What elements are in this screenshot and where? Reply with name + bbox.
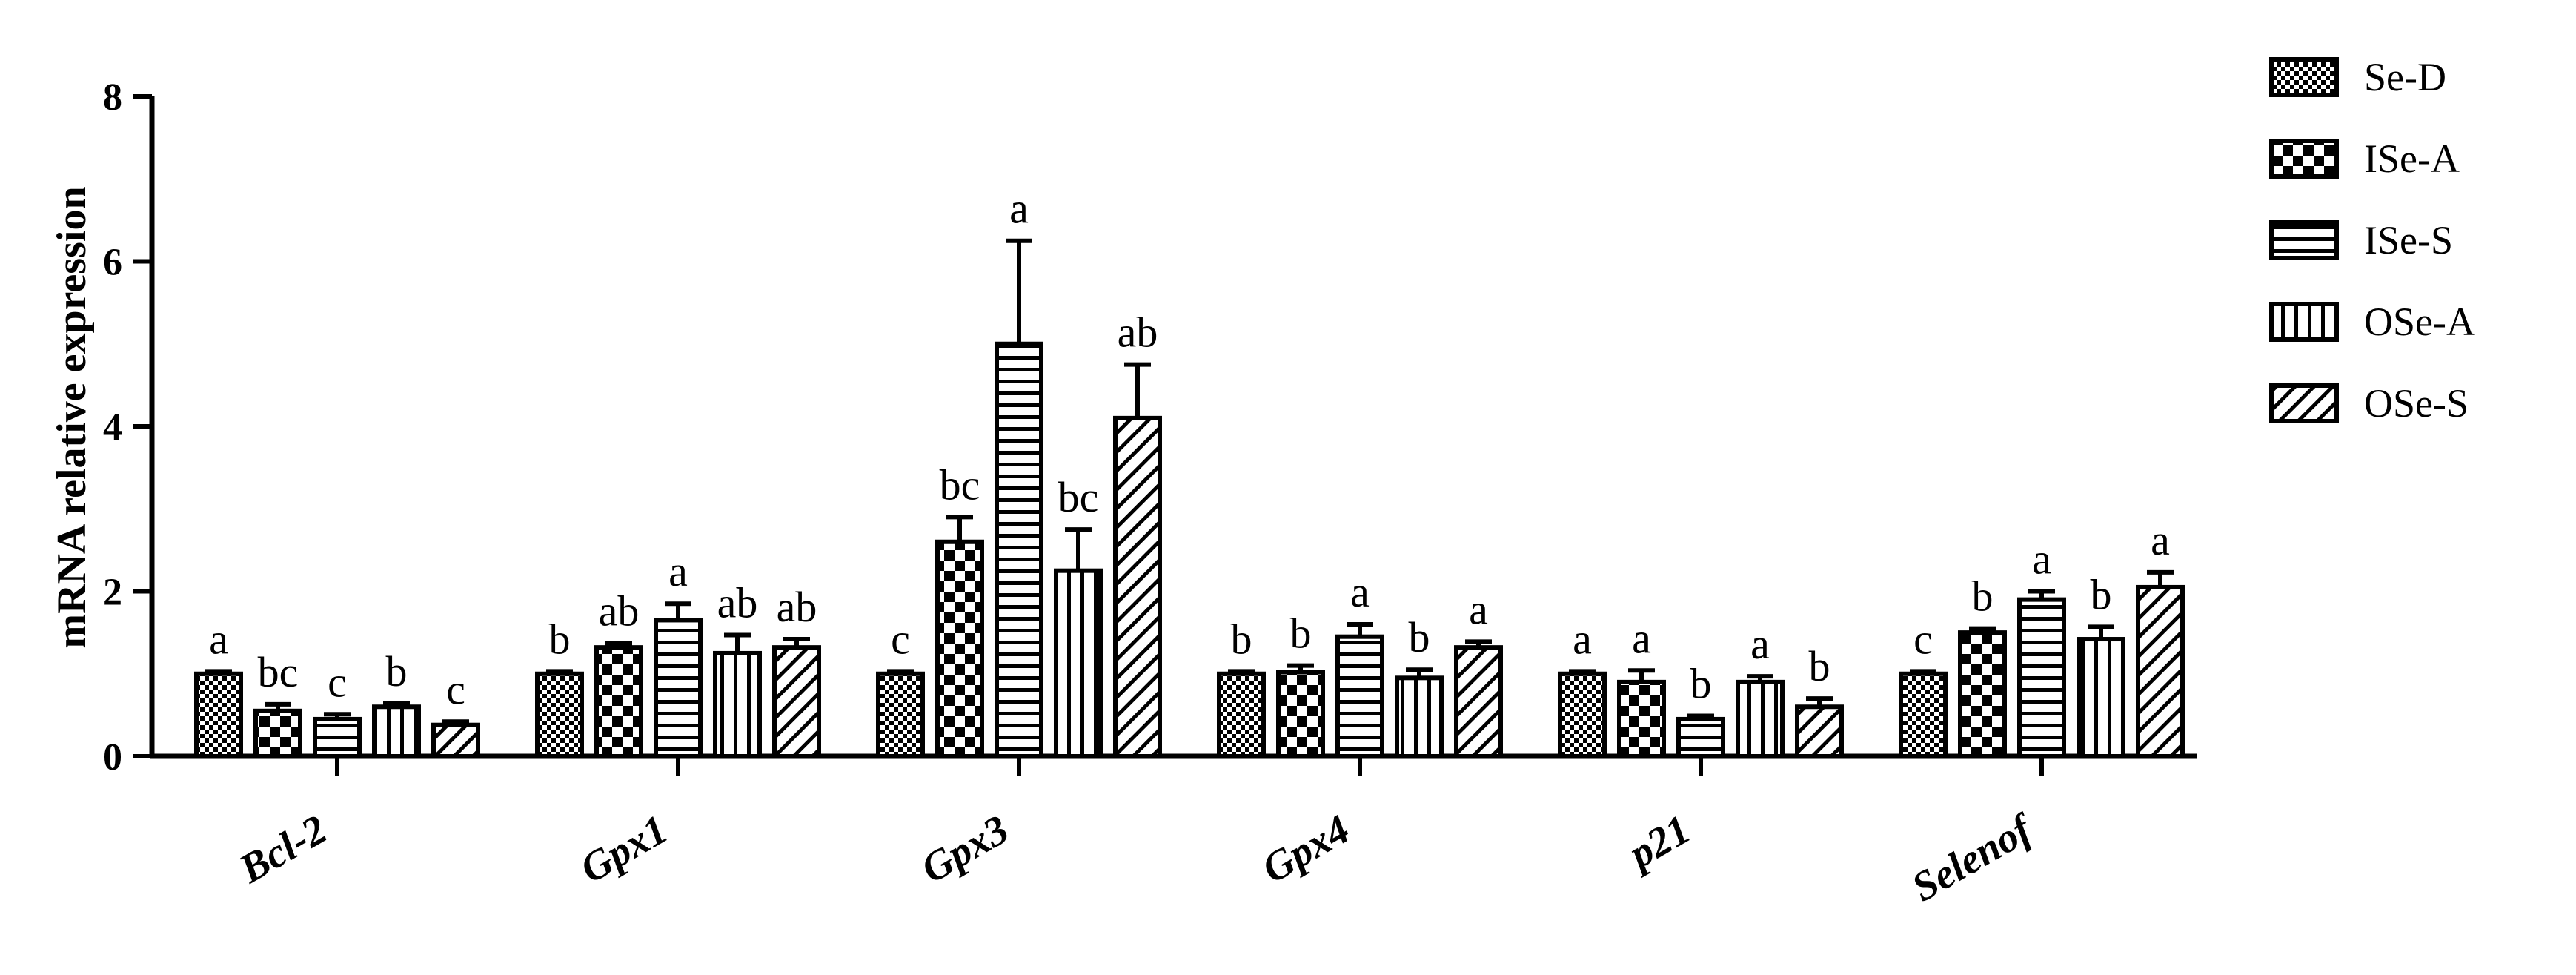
y-tick-label: 6 bbox=[103, 242, 122, 284]
significance-label: c bbox=[328, 658, 347, 706]
bar bbox=[1054, 568, 1103, 758]
significance-label: b bbox=[1972, 572, 1994, 621]
bar bbox=[2017, 597, 2066, 758]
significance-label: b bbox=[386, 647, 408, 695]
y-tick-label: 0 bbox=[103, 736, 122, 779]
significance-label: a bbox=[1009, 185, 1029, 233]
significance-label: b bbox=[1690, 659, 1712, 707]
significance-label: b bbox=[2091, 570, 2112, 618]
legend-label: ISe-S bbox=[2364, 218, 2453, 262]
axes: 0 2 4 6 8 bbox=[103, 76, 2197, 779]
bar bbox=[1958, 630, 2007, 758]
significance-label: a bbox=[1573, 615, 1592, 663]
significance-label: c bbox=[446, 665, 465, 713]
bar bbox=[594, 645, 643, 759]
significance-label: ab bbox=[1118, 308, 1158, 357]
significance-label: c bbox=[891, 615, 910, 663]
significance-label: b bbox=[549, 615, 571, 663]
bar bbox=[772, 645, 821, 759]
significance-label: a bbox=[1469, 585, 1488, 633]
bar bbox=[1217, 671, 1266, 758]
bar bbox=[431, 722, 480, 758]
y-tick-label: 4 bbox=[103, 406, 122, 449]
significance-label: b bbox=[1809, 642, 1830, 690]
significance-label: a bbox=[1750, 620, 1770, 668]
x-tick-label: Bcl-2 bbox=[231, 807, 335, 893]
significance-label: a bbox=[209, 615, 228, 663]
significance-label: a bbox=[2032, 535, 2051, 584]
legend-swatch bbox=[2269, 220, 2339, 260]
bar bbox=[995, 341, 1043, 758]
significance-label: bc bbox=[940, 460, 980, 509]
bar bbox=[1617, 679, 1666, 758]
legend-swatch bbox=[2269, 57, 2339, 97]
bar bbox=[1276, 670, 1325, 759]
bar bbox=[372, 704, 421, 758]
significance-label: a bbox=[668, 547, 688, 595]
bar bbox=[1899, 671, 1948, 758]
bar bbox=[1395, 675, 1444, 758]
y-tick-label: 2 bbox=[103, 572, 122, 614]
x-tick-label: p21 bbox=[1619, 807, 1698, 879]
significance-label: ab bbox=[599, 587, 640, 635]
bar bbox=[1335, 634, 1384, 758]
x-tick-label: Gpx1 bbox=[573, 807, 676, 893]
legend-label: ISe-A bbox=[2364, 136, 2460, 181]
significance-label: ab bbox=[777, 583, 817, 631]
significance-label: a bbox=[1350, 568, 1370, 616]
legend-label: Se-D bbox=[2364, 55, 2446, 99]
bar bbox=[2136, 584, 2185, 758]
bar bbox=[535, 671, 584, 758]
y-axis-title: mRNA relative expression bbox=[49, 186, 95, 648]
bars-layer bbox=[194, 238, 2185, 759]
bar bbox=[1113, 415, 1162, 758]
significance-label: b bbox=[1231, 615, 1252, 663]
x-tick-label: Gpx4 bbox=[1255, 807, 1358, 893]
bar bbox=[1558, 671, 1607, 758]
legend-swatch bbox=[2269, 139, 2339, 179]
bar bbox=[935, 539, 984, 758]
bar bbox=[713, 650, 762, 758]
legend-label: OSe-A bbox=[2364, 300, 2475, 344]
bar bbox=[1795, 704, 1844, 758]
significance-label: b bbox=[1409, 613, 1430, 661]
bar bbox=[253, 708, 302, 758]
bar bbox=[1676, 716, 1725, 758]
significance-label: b bbox=[1290, 609, 1312, 658]
significance-label: ab bbox=[717, 578, 758, 627]
legend-swatch bbox=[2269, 302, 2339, 342]
significance-label: bc bbox=[1058, 473, 1099, 521]
y-tick-label: 8 bbox=[103, 76, 122, 119]
legend-label: OSe-S bbox=[2364, 381, 2469, 426]
significance-label: a bbox=[2151, 516, 2170, 564]
significance-label: c bbox=[1913, 615, 1933, 663]
bar bbox=[654, 618, 703, 758]
x-tick-label: Gpx3 bbox=[914, 807, 1017, 893]
legend-swatch bbox=[2269, 383, 2339, 423]
bar bbox=[876, 671, 925, 758]
bar bbox=[2077, 637, 2125, 759]
legend: Se-D ISe-A ISe-S OSe-A OSe-S bbox=[2269, 55, 2475, 426]
bar bbox=[1736, 679, 1785, 758]
significance-label: bc bbox=[258, 648, 299, 696]
bar bbox=[313, 716, 362, 758]
x-tick-label: Selenof bbox=[1905, 804, 2043, 910]
bar bbox=[1454, 645, 1503, 759]
bar bbox=[194, 671, 243, 758]
significance-label: a bbox=[1632, 614, 1651, 662]
